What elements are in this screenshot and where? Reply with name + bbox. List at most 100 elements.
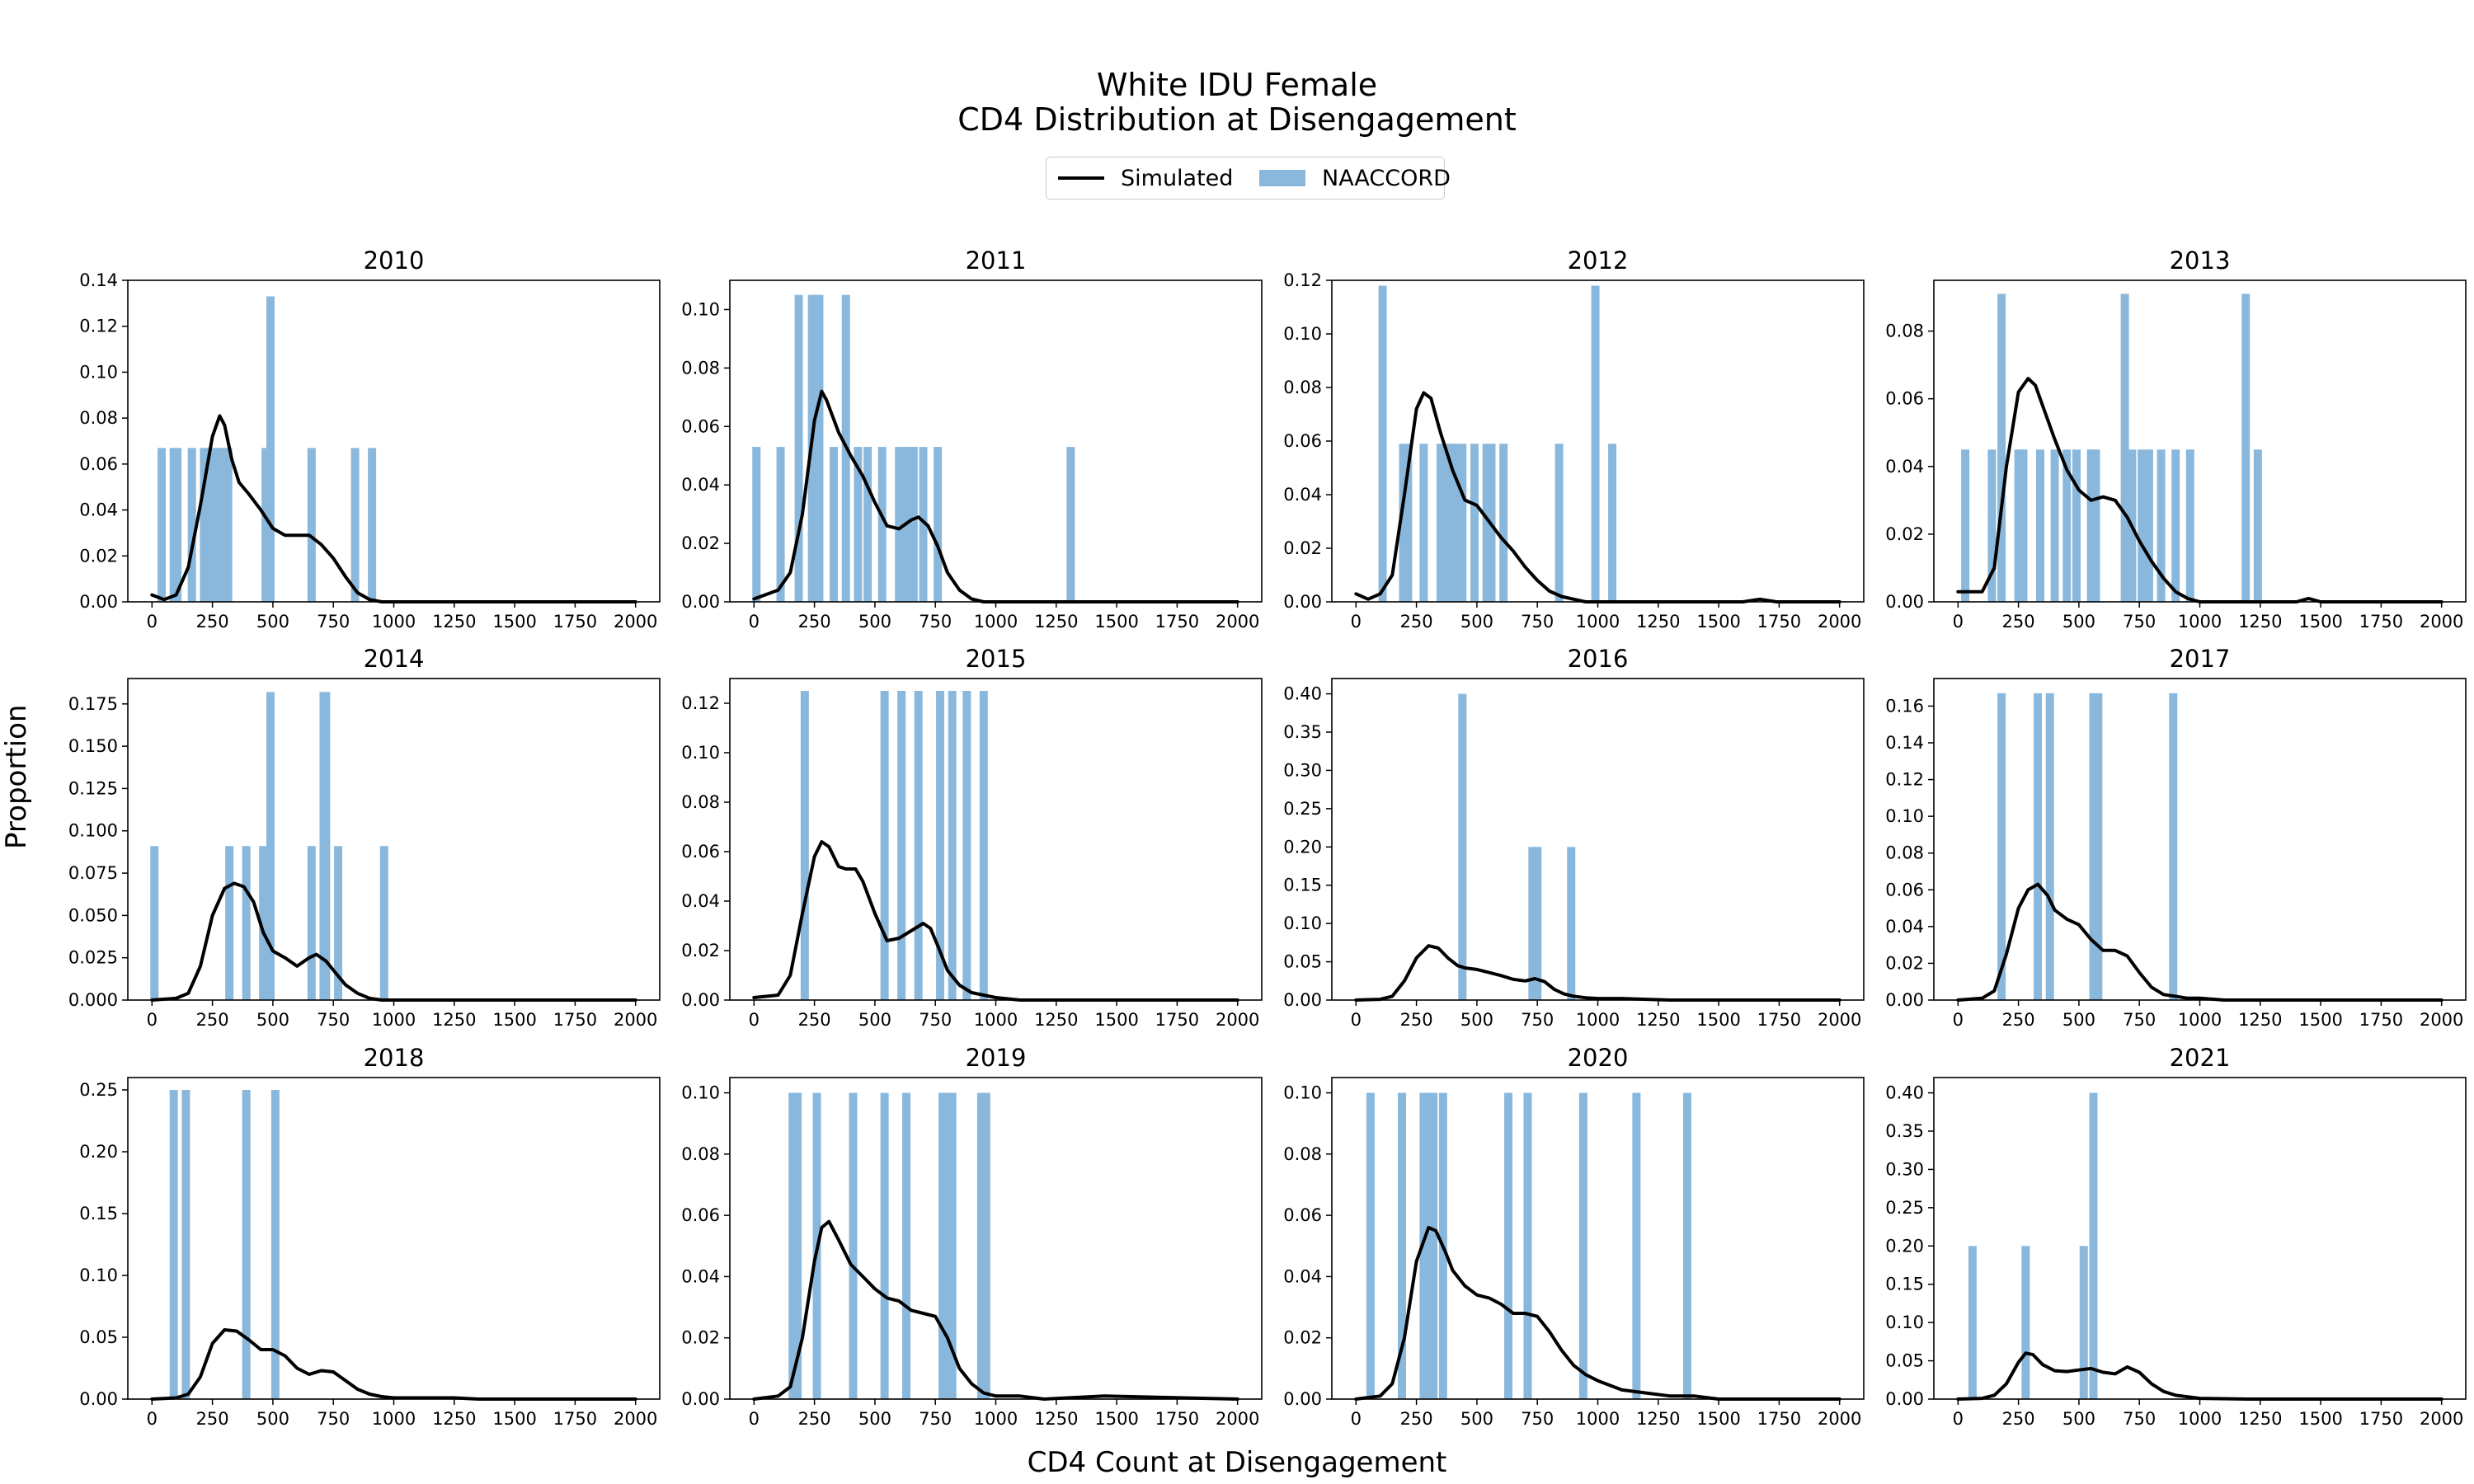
naaccord-bar	[1419, 444, 1428, 602]
y-tick-label: 0.15	[79, 1204, 118, 1223]
x-tick-label: 2000	[1216, 1010, 1259, 1030]
x-tick-label: 1500	[492, 1010, 536, 1030]
naaccord-bar	[242, 1090, 251, 1399]
x-tick-label: 1500	[2298, 612, 2342, 632]
naaccord-bar	[2072, 449, 2081, 602]
y-tick-label: 0.15	[1283, 876, 1322, 895]
x-tick-label: 750	[317, 1010, 350, 1030]
x-tick-label: 500	[256, 612, 289, 632]
legend-label-simulated: Simulated	[1121, 165, 1234, 191]
naaccord-bar	[214, 448, 223, 602]
naaccord-bar	[815, 294, 824, 602]
naaccord-bar	[2185, 449, 2194, 602]
naaccord-bar	[849, 1092, 858, 1399]
simulated-line	[752, 1219, 1239, 1401]
x-tick-label: 1750	[553, 1010, 597, 1030]
x-tick-label: 250	[196, 612, 229, 632]
naaccord-bar	[2144, 449, 2153, 602]
naaccord-bar	[788, 1092, 797, 1399]
subplot-title: 2018	[364, 1044, 425, 1072]
naaccord-bar	[1458, 693, 1467, 1000]
y-tick-label: 0.10	[1283, 913, 1322, 933]
naaccord-bar	[2089, 1092, 2098, 1399]
naaccord-bar	[880, 1092, 889, 1399]
legend-label-naaccord: NAACCORD	[1322, 165, 1451, 191]
y-tick-label: 0.25	[1885, 1198, 1924, 1218]
naaccord-bar	[1366, 1092, 1375, 1399]
axes-frame	[1933, 279, 2467, 603]
x-tick-label: 500	[256, 1409, 289, 1429]
naaccord-bar	[270, 1090, 280, 1399]
naaccord-bar	[904, 447, 913, 602]
y-tick-label: 0.40	[1283, 684, 1322, 704]
naaccord-bar	[979, 691, 988, 1000]
x-tick-label: 1500	[2298, 1010, 2342, 1030]
naaccord-bar	[1436, 444, 1445, 602]
legend: Simulated NAACCORD	[1046, 157, 1451, 200]
y-tick-label: 0.08	[1885, 322, 1924, 341]
naaccord-bar	[225, 846, 234, 1000]
x-tick-label: 250	[2002, 1010, 2035, 1030]
y-tick-label: 0.02	[1885, 524, 1924, 544]
naaccord-bar	[934, 447, 943, 602]
subplot-title: 2011	[966, 247, 1027, 275]
naaccord-bar	[2157, 449, 2166, 602]
x-tick-label: 0	[147, 1010, 158, 1030]
y-tick-label: 0.100	[68, 821, 118, 841]
x-tick-label: 0	[1351, 1010, 1362, 1030]
naaccord-bar	[1399, 444, 1408, 602]
subplot-2010: 2010 0 250 500 750 1000 1250 1500 1750 2000 0.00 0.…	[79, 247, 661, 632]
x-tick-label: 750	[317, 612, 350, 632]
naaccord-bar	[830, 447, 839, 602]
naaccord-bar	[187, 448, 196, 602]
x-tick-label: 2000	[1216, 1409, 1259, 1429]
naaccord-bar	[158, 448, 167, 602]
naaccord-bar	[1632, 1092, 1641, 1399]
naaccord-bar	[2034, 693, 2043, 1000]
y-tick-label: 0.00	[681, 990, 720, 1010]
simulated-line	[1354, 944, 1841, 1002]
x-tick-label: 750	[2123, 612, 2156, 632]
x-tick-label: 1000	[974, 612, 1018, 632]
x-tick-label: 750	[2123, 1409, 2156, 1429]
naaccord-bar	[962, 691, 971, 1000]
simulated-line	[150, 881, 637, 1002]
x-tick-label: 1750	[553, 612, 597, 632]
naaccord-bar	[976, 1092, 985, 1399]
naaccord-bar	[1429, 1092, 1438, 1399]
x-tick-label: 250	[1400, 1409, 1433, 1429]
x-tick-label: 250	[1400, 1010, 1433, 1030]
subplot-title: 2013	[2170, 247, 2231, 275]
x-tick-label: 1000	[372, 612, 416, 632]
subplot-title: 2020	[1568, 1044, 1629, 1072]
naaccord-bar	[2171, 449, 2180, 602]
y-tick-label: 0.08	[79, 408, 118, 428]
subplot-2021: 2021 0 250 500 750 1000 1250 1500 1750 2000 0.00 0.…	[1885, 1044, 2467, 1429]
naaccord-bar	[854, 447, 863, 602]
x-tick-label: 0	[749, 1409, 760, 1429]
x-tick-label: 2000	[1818, 612, 1861, 632]
naaccord-bar	[2089, 693, 2098, 1000]
y-tick-label: 0.02	[1885, 953, 1924, 973]
x-tick-label: 750	[317, 1409, 350, 1429]
naaccord-bar	[2045, 693, 2054, 1000]
x-tick-label: 500	[256, 1010, 289, 1030]
naaccord-bar	[948, 691, 957, 1000]
x-tick-label: 1500	[1094, 1010, 1138, 1030]
x-tick-label: 500	[2062, 612, 2095, 632]
naaccord-bar	[1608, 444, 1617, 602]
naaccord-bar	[209, 448, 219, 602]
naaccord-bar	[2091, 449, 2100, 602]
naaccord-bar	[1453, 444, 1462, 602]
y-tick-label: 0.10	[681, 299, 720, 319]
y-tick-label: 0.08	[681, 1144, 720, 1164]
naaccord-bar	[181, 1090, 190, 1399]
y-tick-label: 0.35	[1283, 722, 1322, 742]
naaccord-bar	[1997, 294, 2006, 602]
x-tick-label: 1500	[1696, 612, 1740, 632]
x-tick-label: 500	[858, 1409, 891, 1429]
x-tick-label: 1750	[2359, 1010, 2403, 1030]
y-tick-label: 0.08	[681, 792, 720, 812]
subplot-2015: 2015 0 250 500 750 1000 1250 1500 1750 2000 0.00 0.…	[681, 645, 1263, 1030]
